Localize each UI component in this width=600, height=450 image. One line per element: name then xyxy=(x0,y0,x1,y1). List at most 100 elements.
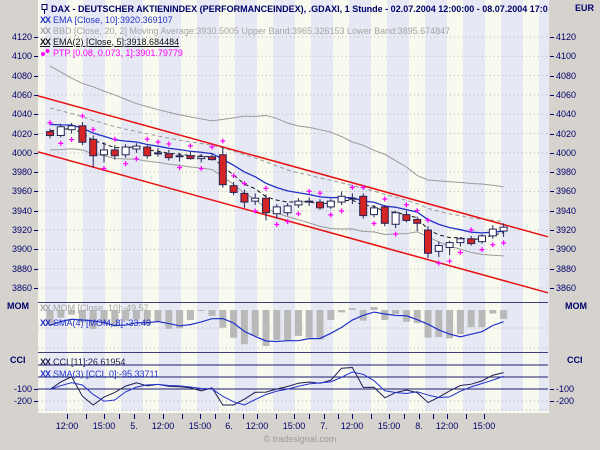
legend-row-ema2[interactable]: XX EMA(2) [Close, 5]:3918.684484 xyxy=(40,36,179,47)
tick-mark xyxy=(34,37,38,38)
legend-row-ema[interactable]: XX EMA [Close, 10]:3920.369107 xyxy=(40,14,173,25)
mom-sma-legend-row[interactable]: XX SMA(4) [MOM, 8]:-33.49 xyxy=(40,317,151,328)
time-tick-label: 12:00 xyxy=(55,421,79,431)
cci-tick-label: -100 xyxy=(13,384,32,394)
time-tick-label: 12:00 xyxy=(245,421,269,431)
time-tick-label: 6. xyxy=(225,421,233,431)
tick-mark xyxy=(550,152,554,154)
page-title: DAX - DEUTSCHER AKTIENINDEX (PERFORMANCE… xyxy=(51,3,548,14)
tick-mark xyxy=(34,94,38,96)
tick-mark xyxy=(324,414,325,419)
mom-axis-label-right: MOM xyxy=(565,301,587,311)
tick-mark xyxy=(550,114,554,116)
cci-tick-label: -200 xyxy=(13,396,32,406)
cci-sma-legend-row[interactable]: XX SMA(3) [CCI, 0]:-95.33711 xyxy=(40,368,159,379)
tick-mark xyxy=(550,401,554,402)
tick-mark xyxy=(550,172,554,174)
price-tick-label: 3900 xyxy=(11,244,32,255)
tick-mark xyxy=(104,414,105,419)
price-tick-label: 3920 xyxy=(556,225,577,236)
time-tick-label: 15:00 xyxy=(377,421,401,431)
time-tick-label: 15:00 xyxy=(472,421,496,431)
time-tick-label: 8. xyxy=(415,421,423,431)
price-tick-label: 4000 xyxy=(556,147,577,158)
tick-mark xyxy=(34,133,38,135)
price-tick-label: 3940 xyxy=(11,205,32,216)
tick-mark xyxy=(550,389,554,390)
tick-mark xyxy=(276,414,277,419)
tick-mark xyxy=(550,75,554,77)
tick-mark xyxy=(404,414,405,419)
tick-mark xyxy=(200,414,201,419)
price-tick-label: 3860 xyxy=(11,283,32,294)
legend-label: EMA [Close, 10]:3920.369107 xyxy=(53,14,173,25)
tick-mark xyxy=(550,94,554,96)
legend-row-ptp[interactable]: PTP [0.08, 0.073, 1]:3901.79779 xyxy=(40,47,183,58)
tick-mark xyxy=(371,414,372,419)
price-tick-label: 3960 xyxy=(556,186,577,197)
legend-label: CCI [11]:26.61954 xyxy=(53,356,126,367)
tick-mark xyxy=(484,414,485,419)
tick-mark xyxy=(294,414,295,419)
tick-mark xyxy=(34,268,38,270)
legend-label: PTP [0.08, 0.073, 1]:3901.79779 xyxy=(53,47,183,58)
tick-mark xyxy=(338,414,339,419)
tick-mark xyxy=(119,414,120,419)
tick-mark xyxy=(34,288,38,290)
tick-mark xyxy=(550,191,554,193)
tick-mark xyxy=(257,414,258,419)
price-tick-label: 3880 xyxy=(556,263,577,274)
tick-mark xyxy=(34,230,38,232)
tick-mark xyxy=(215,414,216,419)
tick-mark xyxy=(34,75,38,77)
price-tick-label: 4020 xyxy=(556,128,577,139)
tick-mark xyxy=(447,414,448,419)
tick-mark xyxy=(86,414,87,419)
price-tick-label: 4020 xyxy=(11,128,32,139)
tick-mark xyxy=(419,414,420,419)
price-tick-label: 3880 xyxy=(11,263,32,274)
legend-row-bbd[interactable]: XX BBD [Close, 20, 2] Moving Average:393… xyxy=(40,25,450,36)
tick-mark xyxy=(550,56,554,58)
legend-label: SMA(3) [CCI, 0]:-95.33711 xyxy=(53,368,159,379)
tick-mark xyxy=(550,268,554,270)
copyright-text: © tradesignal.com xyxy=(263,434,337,444)
tick-mark xyxy=(243,414,244,419)
price-tick-label: 4100 xyxy=(556,51,577,62)
tick-mark xyxy=(34,172,38,174)
time-tick-label: 15:00 xyxy=(282,421,306,431)
line-style-icon: XX xyxy=(40,36,51,47)
cci-legend-row[interactable]: XX CCI [11]:26.61954 xyxy=(40,356,125,367)
tick-mark xyxy=(149,414,150,419)
tick-mark xyxy=(389,414,390,419)
tick-mark xyxy=(182,414,183,419)
line-style-icon: XX xyxy=(40,356,51,367)
chart-pin-icon xyxy=(41,3,48,14)
price-tick-label: 3940 xyxy=(556,205,577,216)
price-tick-label: 4000 xyxy=(11,147,32,158)
price-tick-label: 4120 xyxy=(11,32,32,42)
tick-mark xyxy=(466,414,467,419)
tick-mark xyxy=(550,288,554,290)
cci-axis-label-right: CCI xyxy=(567,355,583,365)
tick-mark xyxy=(34,152,38,154)
chart-canvas[interactable] xyxy=(38,0,549,413)
price-tick-label: 4100 xyxy=(11,51,32,62)
tick-mark xyxy=(34,249,38,251)
tick-mark xyxy=(34,389,38,390)
chart-title-row[interactable]: DAX - DEUTSCHER AKTIENINDEX (PERFORMANCE… xyxy=(40,3,548,14)
cci-tick-label: -100 xyxy=(556,384,575,394)
mom-legend-row[interactable]: XX MOM [Close, 10]:-49.57 xyxy=(40,302,149,313)
time-tick-label: 15:00 xyxy=(188,421,212,431)
mom-axis-label-left: MOM xyxy=(7,301,29,311)
time-tick-label: 12:00 xyxy=(340,421,364,431)
line-style-icon: XX xyxy=(40,302,51,313)
tick-mark xyxy=(34,210,38,212)
tick-mark xyxy=(433,414,434,419)
price-tick-label: 4060 xyxy=(556,89,577,100)
line-style-icon: XX xyxy=(40,14,51,25)
price-tick-label: 3980 xyxy=(556,167,577,178)
time-tick-label: 15:00 xyxy=(92,421,116,431)
tick-mark xyxy=(134,414,135,419)
